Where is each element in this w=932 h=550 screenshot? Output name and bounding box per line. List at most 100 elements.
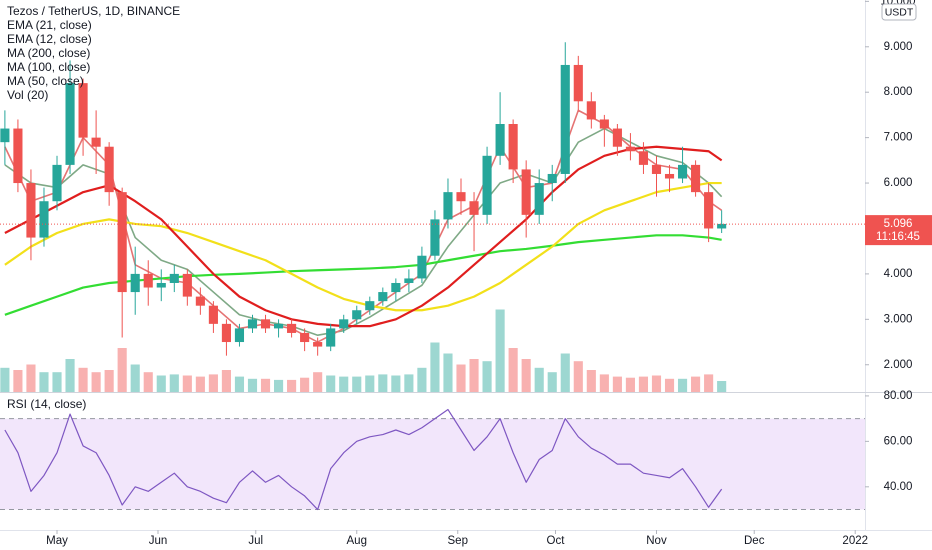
candle-body	[573, 64, 583, 102]
candle-body	[78, 83, 88, 138]
candle-body	[26, 183, 36, 238]
volume-bar	[65, 359, 75, 392]
candle-body	[182, 273, 192, 297]
rsi-tick-label: 60.00	[884, 435, 913, 447]
volume-bar	[573, 361, 583, 392]
currency-box	[881, 3, 917, 21]
volume-bar	[456, 364, 466, 392]
volume-bar	[717, 381, 727, 392]
candle-body	[52, 164, 62, 202]
volume-bar	[247, 378, 258, 392]
candle-body	[300, 332, 310, 343]
legend-entry: EMA (21, close)	[7, 18, 92, 32]
legend-entry: EMA (12, close)	[7, 32, 92, 46]
x-tick-label: Oct	[547, 535, 566, 547]
volume-bar	[482, 361, 492, 392]
candle-body	[117, 192, 127, 293]
volume-bar	[326, 375, 336, 392]
candle-body	[391, 282, 401, 293]
candle-body	[195, 296, 205, 306]
volume-bar	[430, 342, 440, 392]
x-tick-label: 2022	[842, 535, 868, 547]
candle-body	[430, 219, 440, 256]
x-tick-label: Aug	[347, 535, 367, 547]
candle-body	[443, 192, 453, 220]
candle-layer	[0, 42, 727, 356]
volume-bar	[508, 348, 518, 392]
candle-body	[91, 137, 101, 147]
rsi-line	[4, 408, 723, 511]
candle-body	[208, 305, 218, 324]
volume-bar	[52, 372, 62, 392]
candle-body	[456, 192, 466, 202]
candle-body	[717, 223, 727, 229]
volume-bar	[547, 372, 557, 392]
legend-entry: MA (200, close)	[7, 46, 90, 60]
candle-body	[13, 128, 23, 184]
x-tick-label: Nov	[646, 535, 667, 547]
volume-bar	[91, 372, 101, 392]
candle-body	[221, 323, 231, 343]
candle-body	[313, 342, 323, 347]
volume-bar	[534, 367, 544, 392]
candle-body	[326, 328, 336, 347]
currency-label: USDT	[885, 6, 914, 18]
x-tick-label: Jul	[248, 535, 263, 547]
volume-bar	[117, 348, 127, 392]
candle-body	[39, 201, 49, 238]
last-price-label: 5.096	[884, 218, 913, 230]
volume-bar	[365, 375, 375, 392]
volume-bar	[287, 379, 297, 392]
candle-body	[521, 169, 531, 215]
volume-bar	[195, 376, 205, 392]
volume-bar	[664, 378, 675, 392]
y-tick-label: 7.000	[884, 132, 913, 144]
volume-bar	[104, 370, 114, 392]
volume-bar	[234, 376, 245, 392]
x-tick-label: May	[46, 535, 68, 547]
candle-body	[664, 173, 675, 179]
volume-bar	[625, 377, 635, 392]
volume-bar	[13, 370, 23, 392]
candle-body	[234, 328, 245, 343]
candle-body	[495, 124, 505, 156]
volume-bar	[651, 375, 662, 392]
candle-body	[651, 164, 662, 174]
last-price-box	[865, 215, 932, 246]
candle-body	[130, 273, 140, 293]
y-tick-label: 4.000	[884, 268, 913, 280]
volume-bar	[0, 367, 10, 392]
volume-layer	[0, 309, 727, 392]
volume-bar	[182, 375, 192, 392]
candle-body	[691, 164, 701, 193]
candle-body	[677, 164, 688, 179]
candle-body	[143, 273, 153, 288]
rsi-background	[0, 418, 865, 511]
volume-bar	[156, 375, 166, 392]
volume-bar	[378, 374, 388, 392]
x-tick-label: Jun	[149, 535, 168, 547]
volume-bar	[78, 367, 88, 392]
candle-body	[599, 119, 609, 129]
legend-entry: MA (100, close)	[7, 60, 90, 74]
legend-entry: Vol (20)	[7, 88, 48, 102]
volume-bar	[313, 372, 323, 392]
currency-badge[interactable]: USDT	[881, 3, 917, 21]
rsi-layer: RSI (14, close)	[4, 397, 723, 511]
candle-body	[560, 64, 570, 174]
candle-body	[260, 319, 271, 329]
x-tick-label: Sep	[448, 535, 468, 547]
candle-body	[586, 101, 596, 120]
candle-body	[625, 146, 635, 152]
volume-bar	[704, 374, 714, 392]
volume-bar	[130, 364, 140, 392]
candle-body	[508, 124, 518, 170]
candle-body	[273, 323, 284, 329]
candle-body	[404, 278, 414, 283]
volume-bar	[677, 378, 688, 392]
candle-body	[104, 146, 114, 193]
candle-body	[378, 292, 388, 302]
volume-bar	[273, 379, 284, 392]
candle-body	[417, 255, 427, 279]
volume-bar	[143, 372, 153, 392]
